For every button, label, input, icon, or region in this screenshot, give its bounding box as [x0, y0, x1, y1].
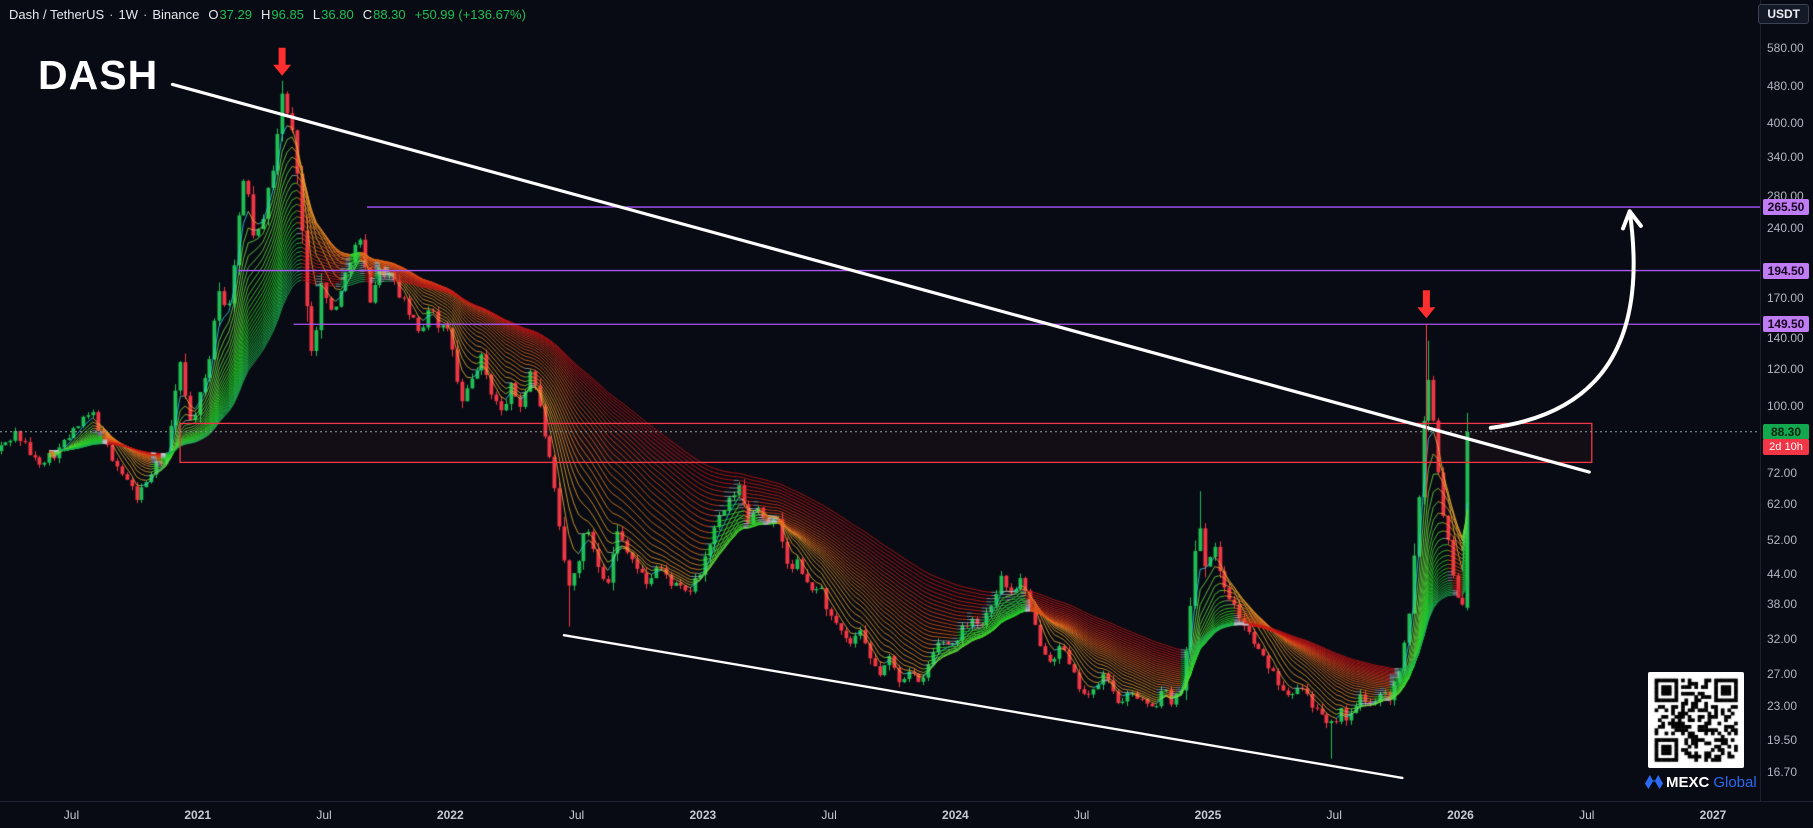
mexc-suffix-text: Global: [1713, 774, 1757, 791]
close-label: C: [362, 7, 373, 22]
legend-separator: ·: [109, 7, 114, 22]
high-value: 96.85: [271, 7, 304, 22]
time-tick: 2024: [942, 808, 969, 822]
time-tick: 2023: [689, 808, 717, 822]
price-tick: 72.00: [1767, 466, 1798, 481]
time-tick: Jul: [316, 808, 332, 822]
time-tick: Jul: [63, 808, 80, 822]
time-tick: 2025: [1194, 808, 1222, 822]
price-tick: 170.00: [1767, 291, 1804, 306]
high-label: H: [260, 7, 271, 22]
currency-button[interactable]: USDT: [1758, 4, 1809, 24]
price-tick: 44.00: [1767, 566, 1798, 581]
low-label: L: [312, 7, 321, 22]
change-value: +50.99 (+136.67%): [414, 7, 526, 22]
current-price-badge: 88.30: [1763, 423, 1809, 440]
price-tick: 140.00: [1767, 330, 1804, 345]
countdown-badge: 2d 10h: [1763, 438, 1809, 455]
price-tick: 240.00: [1767, 220, 1804, 235]
price-chart-canvas[interactable]: [0, 0, 1761, 802]
time-tick: Jul: [1579, 808, 1595, 822]
price-line-badge-265.50: 265.50: [1763, 199, 1809, 216]
price-tick: 62.00: [1767, 496, 1798, 511]
legend-separator: ·: [142, 7, 148, 22]
price-tick: 27.00: [1767, 666, 1798, 681]
price-tick: 19.50: [1767, 733, 1798, 748]
time-tick: 2026: [1447, 808, 1474, 822]
price-tick: 400.00: [1767, 116, 1804, 131]
price-tick: 52.00: [1767, 532, 1798, 547]
mexc-logo-icon: [1645, 775, 1663, 789]
time-tick: 2022: [436, 808, 464, 822]
time-tick: Jul: [1073, 808, 1090, 822]
price-tick: 32.00: [1767, 631, 1798, 646]
open-value: 37.29: [219, 7, 252, 22]
price-tick: 580.00: [1767, 40, 1804, 55]
price-tick: 23.00: [1767, 699, 1798, 714]
close-value: 88.30: [373, 7, 406, 22]
price-line-badge-194.50: 194.50: [1763, 262, 1809, 279]
price-tick: 340.00: [1767, 149, 1804, 164]
dash-watermark-text[interactable]: DASH: [38, 52, 159, 98]
mexc-brand-text: MEXC: [1666, 774, 1710, 791]
exchange-label[interactable]: Binance: [152, 7, 200, 22]
price-tick: 16.70: [1767, 764, 1798, 779]
time-tick: 2021: [184, 808, 212, 822]
mexc-qr-code: [1648, 672, 1744, 768]
price-axis[interactable]: 580.00 480.00 400.00 340.00 280.00 240.00 170.…: [1760, 0, 1813, 802]
interval-label[interactable]: 1W: [118, 7, 138, 22]
symbol-name[interactable]: Dash / TetherUS: [9, 7, 105, 22]
price-tick: 480.00: [1767, 79, 1804, 94]
price-line-badge-149.50: 149.50: [1763, 316, 1809, 333]
mexc-caption: MEXC Global: [1645, 774, 1757, 791]
price-tick: 120.00: [1767, 362, 1804, 377]
price-tick: 38.00: [1767, 596, 1798, 611]
low-value: 36.80: [321, 7, 354, 22]
mexc-watermark: MEXC Global: [1645, 672, 1757, 791]
price-tick: 100.00: [1767, 399, 1804, 414]
time-axis[interactable]: Jul 2021 Jul 2022 Jul 2023 Jul 2024 Jul 2025 Jul 20…: [0, 801, 1813, 828]
time-tick: 2027: [1699, 808, 1727, 822]
open-label: O: [208, 7, 219, 22]
symbol-legend: Dash / TetherUS · 1W · Binance O37.29 H96.85 L3…: [9, 7, 526, 22]
time-tick: Jul: [1326, 808, 1342, 822]
time-tick: Jul: [821, 808, 837, 822]
time-tick: Jul: [568, 808, 585, 822]
